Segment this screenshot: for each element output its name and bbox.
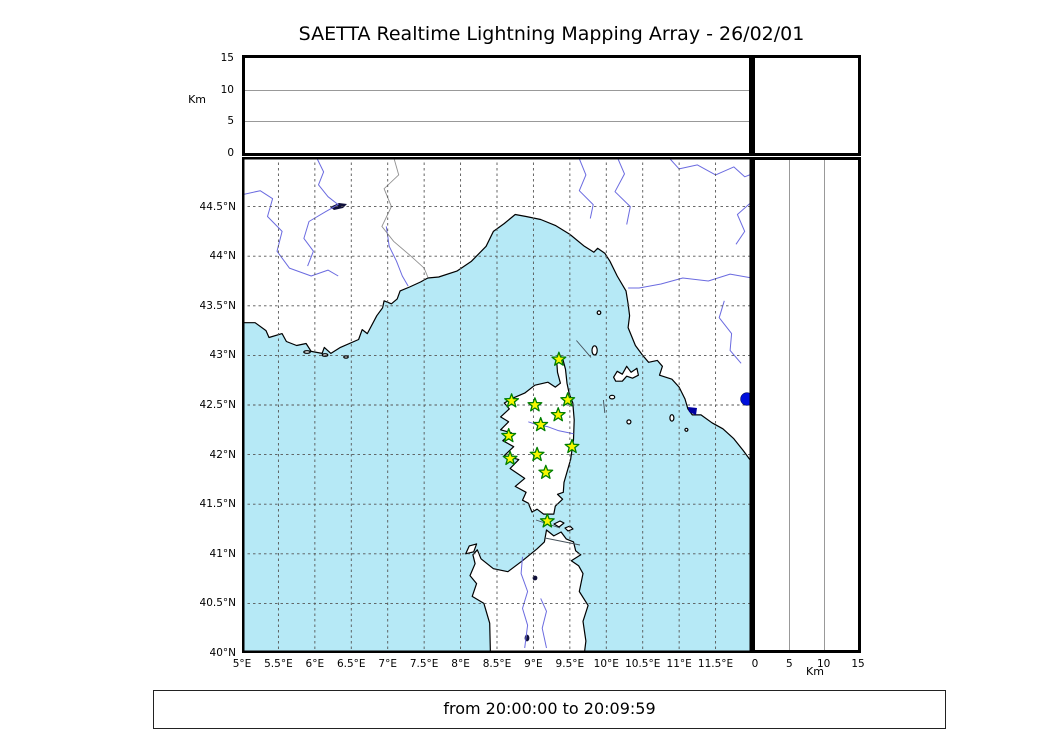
longitude-tick-label: 9°E <box>524 658 543 670</box>
latitude-tick-label: 44.5°N <box>199 200 236 213</box>
corner-panel <box>752 55 861 156</box>
altitude-tick-label: 15 <box>220 52 234 64</box>
island-maddalena <box>553 520 565 528</box>
altitude-gridline <box>823 160 825 650</box>
station-markers <box>501 351 580 528</box>
longitude-tick-label: 10°E <box>593 658 619 670</box>
coastline-sardinia <box>469 529 589 654</box>
rivers <box>241 156 753 649</box>
station-marker-star <box>564 438 580 454</box>
page-title: SAETTA Realtime Lightning Mapping Array … <box>298 23 805 45</box>
longitude-tick-label: 5.5°E <box>264 658 293 670</box>
station-marker-star <box>533 416 549 432</box>
island-pianosa <box>608 394 616 400</box>
station-marker-star <box>538 464 554 479</box>
altitude-tick-label: 5 <box>785 658 793 670</box>
island-giannutri <box>684 427 689 432</box>
altitude-axis-label-right: Km <box>806 665 824 678</box>
longitude-tick-label: 5°E <box>232 658 252 670</box>
altitude-latitude-panel <box>752 157 861 653</box>
altitude-axis-label-top: Km <box>188 93 206 106</box>
latitude-tick-label: 43.5°N <box>199 299 236 312</box>
latitude-tick-label: 42°N <box>209 448 236 461</box>
island-asinara <box>465 543 478 555</box>
longitude-tick-label: 6.5°E <box>336 658 366 670</box>
map-panel <box>239 154 755 656</box>
latitude-tick-label: 40°N <box>209 647 236 659</box>
map-grid <box>241 156 753 654</box>
station-marker-star <box>550 407 566 422</box>
longitude-tick-label: 7.5°E <box>409 658 439 670</box>
altitude-gridline <box>245 121 749 123</box>
station-marker-star <box>527 397 543 412</box>
longitude-tick-label: 7°E <box>378 658 397 670</box>
altitude-tick-label: 10 <box>816 658 831 670</box>
longitude-tick-label: 8°E <box>451 658 470 670</box>
island-capraia <box>591 345 598 356</box>
latitude-tick-label: 43°N <box>209 349 236 362</box>
longitude-tick-label: 10.5°E <box>625 658 661 670</box>
altitude-tick-label: 5 <box>227 115 234 128</box>
country-border-line <box>381 156 429 278</box>
island-gorgona <box>596 310 602 316</box>
lagoon-orbetello <box>688 407 697 415</box>
island-elba <box>613 365 639 382</box>
island-hyeres-1 <box>303 350 311 354</box>
latitude-tick-label: 40.5°N <box>199 597 236 610</box>
altitude-gridline <box>789 160 791 650</box>
longitude-tick-label: 6°E <box>305 658 325 670</box>
latitude-tick-label: 41.5°N <box>199 498 236 511</box>
station-marker-star <box>504 393 520 408</box>
island-montecristo <box>626 419 632 425</box>
station-marker-star <box>529 446 545 462</box>
lake-serre-poncon <box>330 203 347 210</box>
altitude-gridline <box>245 89 749 91</box>
time-range-text: from 20:00:00 to 20:09:59 <box>443 699 656 718</box>
latitude-tick-label: 44°N <box>209 250 236 263</box>
island-hyeres-3 <box>343 355 349 359</box>
longitude-tick-label: 11°E <box>666 658 692 670</box>
station-marker-star <box>551 351 567 366</box>
station-marker-star <box>502 450 518 466</box>
time-range-status-bar: from 20:00:00 to 20:09:59 <box>153 690 946 729</box>
island-giglio <box>669 414 675 422</box>
station-marker-star <box>560 392 576 407</box>
altitude-tick-label: 0 <box>227 147 234 159</box>
island-maddalena-2 <box>564 525 574 532</box>
latitude-tick-label: 41°N <box>209 547 236 560</box>
station-marker-star <box>501 427 517 443</box>
longitude-tick-label: 9.5°E <box>555 658 585 670</box>
coastline-corsica <box>500 353 575 515</box>
longitude-tick-label: 11.5°E <box>697 658 734 670</box>
altitude-tick-label: 0 <box>751 658 759 670</box>
station-marker-star <box>539 513 555 528</box>
latitude-tick-label: 42.5°N <box>199 399 236 411</box>
altitude-longitude-panel <box>242 55 752 156</box>
altitude-tick-label: 15 <box>851 658 865 670</box>
altitude-tick-label: 10 <box>220 83 234 96</box>
longitude-tick-label: 8.5°E <box>482 658 512 670</box>
